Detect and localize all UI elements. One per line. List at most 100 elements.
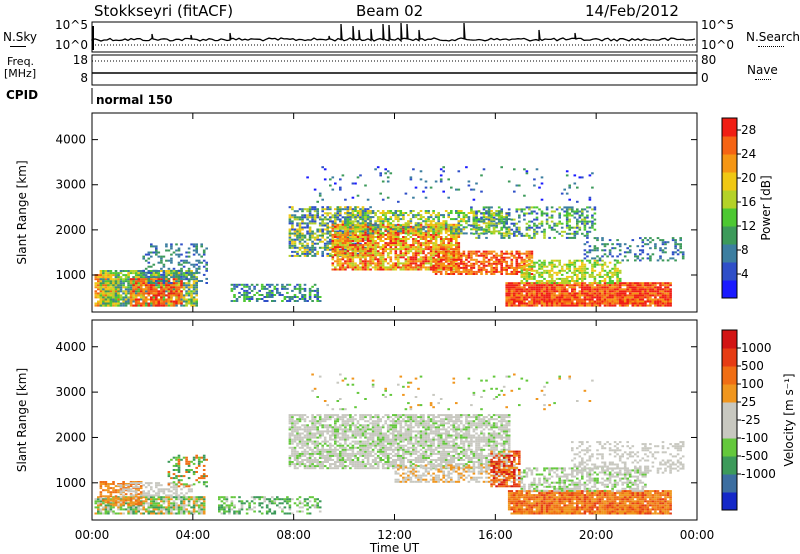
power-cell (339, 254, 342, 257)
power-cell (581, 271, 584, 274)
power-cell (397, 264, 400, 267)
power-cell (601, 275, 604, 278)
power-cell (442, 223, 445, 226)
power-cell (379, 232, 382, 235)
power-cell (346, 229, 350, 232)
power-cell (659, 292, 662, 295)
power-cell (308, 296, 312, 298)
power-cell (601, 296, 604, 299)
power-cell (583, 226, 587, 229)
power-cell (495, 230, 498, 233)
power-cell (429, 240, 433, 242)
nsearch-legend-line (758, 46, 784, 47)
power-cell (533, 230, 536, 233)
power-cell (155, 296, 158, 299)
power-cell (364, 254, 367, 257)
power-cell (170, 284, 173, 287)
power-cell (631, 292, 635, 295)
power-cell (613, 298, 617, 301)
power-cell (510, 228, 514, 231)
power-cell (152, 275, 156, 278)
power-cell (137, 284, 140, 287)
power-cell (268, 283, 272, 286)
power-cell (450, 210, 453, 212)
power-cell (386, 220, 390, 223)
power-cell (134, 272, 138, 275)
power-cell (472, 218, 476, 221)
power-cell (162, 292, 166, 295)
power-cell (399, 238, 403, 240)
power-cell (112, 280, 115, 283)
power-cell (334, 233, 337, 236)
power-cell (160, 280, 163, 282)
power-cell (200, 280, 203, 282)
power-cell (502, 268, 506, 271)
power-cell (172, 300, 176, 303)
power-cell (308, 220, 312, 223)
power-cell (649, 284, 652, 287)
power-cell (555, 294, 559, 297)
power-cell (553, 292, 556, 295)
power-cell (565, 222, 569, 225)
power-cell (329, 218, 332, 221)
power-cell (528, 254, 531, 257)
power-cell (331, 256, 335, 259)
power-cell (583, 294, 587, 297)
power-cell (422, 264, 425, 267)
power-cell (455, 252, 458, 255)
power-cell (497, 262, 501, 265)
power-cell (500, 268, 503, 271)
power-cell (361, 212, 365, 214)
power-cell (170, 276, 173, 279)
power-cell (245, 296, 249, 298)
power-cell (502, 236, 506, 239)
power-cell (467, 218, 471, 221)
power-cell (172, 280, 176, 283)
power-cell (565, 288, 569, 291)
power-cell (384, 246, 387, 249)
power-cell (593, 212, 597, 215)
power-cell (142, 269, 145, 272)
power-cell (613, 284, 617, 287)
power-cell (533, 261, 536, 264)
power-cell (510, 260, 514, 263)
power-cell (606, 284, 609, 287)
power-cell (533, 292, 536, 295)
power-cell (641, 300, 645, 303)
power-cell (492, 226, 496, 229)
power-cell (555, 290, 559, 293)
power-cell (608, 284, 612, 287)
power-cell (568, 282, 571, 284)
nave-tick-high: 80 (701, 53, 716, 67)
power-cell (563, 284, 566, 287)
power-cell (510, 218, 514, 221)
power-cell (490, 214, 493, 217)
power-cell (576, 212, 579, 215)
power-cell (447, 266, 450, 269)
power-cell (381, 248, 385, 251)
power-cell (298, 234, 302, 237)
power-cell (167, 286, 171, 289)
power-cell (548, 273, 551, 276)
power-cell (112, 302, 115, 305)
power-cell (397, 254, 400, 257)
power-cell (583, 282, 587, 285)
power-cell (518, 298, 521, 301)
power-cell (316, 291, 319, 294)
power-cell (182, 288, 186, 291)
power-cell (661, 300, 665, 303)
power-cell (427, 212, 430, 214)
power-cell (634, 292, 637, 295)
power-cell (404, 266, 408, 269)
power-cell (386, 248, 390, 251)
power-cell (586, 296, 589, 299)
power-cell (394, 266, 398, 269)
power-cell (170, 300, 173, 303)
power-cell (311, 240, 314, 243)
power-cell (109, 288, 113, 291)
power-cell (576, 277, 579, 280)
power-cell (530, 261, 534, 264)
power-cell (598, 288, 602, 291)
power-cell (124, 280, 128, 283)
power-cell (187, 300, 191, 303)
